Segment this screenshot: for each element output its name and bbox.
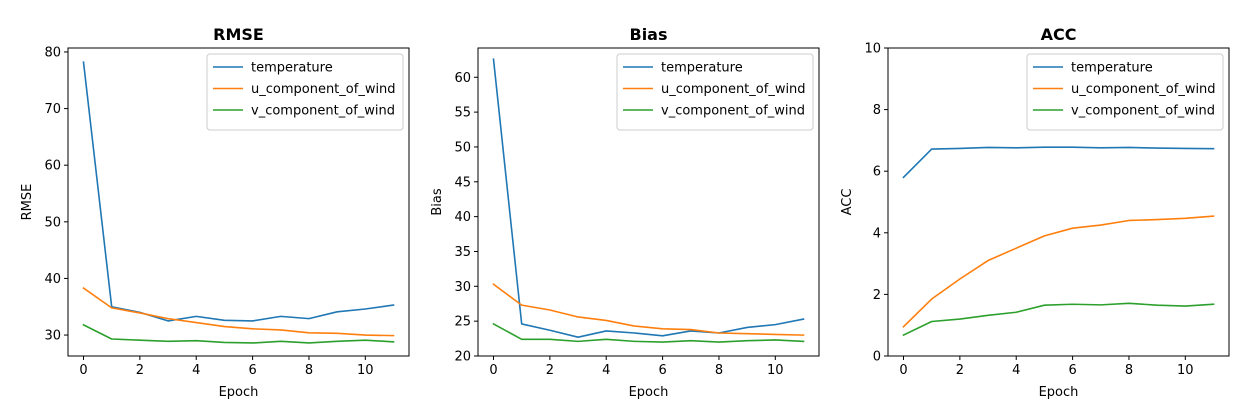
y-tick-label: 0 xyxy=(873,350,881,365)
x-tick-label: 8 xyxy=(1125,363,1133,378)
y-tick-label: 30 xyxy=(454,280,471,295)
legend-label-v-component-of-wind: v_component_of_wind xyxy=(661,104,805,119)
y-tick-label: 10 xyxy=(864,42,881,57)
x-tick-label: 10 xyxy=(1177,363,1194,378)
legend-label-temperature: temperature xyxy=(1071,61,1153,76)
y-tick-label: 25 xyxy=(454,315,471,330)
series-line-u-component-of-wind xyxy=(492,283,805,336)
plot-frame xyxy=(477,47,820,357)
x-axis-label: Epoch xyxy=(1039,385,1079,400)
legend-box xyxy=(616,53,814,131)
y-tick-label: 4 xyxy=(873,226,881,241)
y-tick-label: 20 xyxy=(454,350,471,365)
legend: temperature u_component_of_wind v_componen… xyxy=(206,53,404,131)
x-axis-label: Epoch xyxy=(219,385,259,400)
x-tick-label: 4 xyxy=(602,363,610,378)
x-tick-label: 0 xyxy=(489,363,497,378)
x-tick-label: 6 xyxy=(658,363,666,378)
panel-bias: 0 2 4 6 8 10 20 25 30 35 40 45 50 55 60 Bias Epoch Bias te… xyxy=(430,25,820,400)
chart-title: ACC xyxy=(1041,25,1077,44)
y-axis-label: Bias xyxy=(430,188,445,215)
plot-frame xyxy=(67,47,410,357)
x-tick-label: 6 xyxy=(1068,363,1076,378)
x-tick-label: 8 xyxy=(305,363,313,378)
series-line-u-component-of-wind xyxy=(902,215,1215,328)
series-line-v-component-of-wind xyxy=(902,302,1215,337)
y-tick-label: 60 xyxy=(454,71,471,86)
x-tick-label: 8 xyxy=(715,363,723,378)
x-tick-label: 2 xyxy=(136,363,144,378)
y-tick-label: 35 xyxy=(454,245,471,260)
series-line-v-component-of-wind xyxy=(492,322,805,343)
series-line-temperature xyxy=(902,146,1215,179)
plot-frame xyxy=(887,47,1230,357)
legend-box xyxy=(206,53,404,131)
y-tick-label: 40 xyxy=(454,210,471,225)
y-tick-label: 30 xyxy=(44,329,61,344)
legend-label-v-component-of-wind: v_component_of_wind xyxy=(1071,104,1215,119)
legend-label-temperature: temperature xyxy=(251,61,333,76)
x-tick-label: 4 xyxy=(192,363,200,378)
x-tick-label: 2 xyxy=(956,363,964,378)
y-tick-label: 40 xyxy=(44,272,61,287)
y-tick-label: 70 xyxy=(44,102,61,117)
y-axis-label: RMSE xyxy=(20,184,35,221)
legend-box xyxy=(1026,53,1224,131)
legend-label-u-component-of-wind: u_component_of_wind xyxy=(661,82,806,97)
x-tick-label: 0 xyxy=(899,363,907,378)
panel-acc: 0 2 4 6 8 10 0 2 4 6 8 10 ACC Epoch ACC temperature u_co… xyxy=(840,25,1230,400)
chart-title: RMSE xyxy=(213,25,264,44)
series-line-temperature xyxy=(492,58,805,338)
y-tick-label: 45 xyxy=(454,175,471,190)
legend-label-v-component-of-wind: v_component_of_wind xyxy=(251,104,395,119)
x-tick-label: 4 xyxy=(1012,363,1020,378)
y-tick-label: 60 xyxy=(44,159,61,174)
y-tick-label: 80 xyxy=(44,45,61,60)
y-tick-label: 8 xyxy=(873,103,881,118)
legend-label-temperature: temperature xyxy=(661,61,743,76)
legend: temperature u_component_of_wind v_componen… xyxy=(1026,53,1224,131)
x-tick-label: 0 xyxy=(79,363,87,378)
y-tick-label: 55 xyxy=(454,106,471,121)
x-tick-label: 10 xyxy=(357,363,374,378)
series-line-v-component-of-wind xyxy=(82,323,395,344)
x-tick-label: 6 xyxy=(248,363,256,378)
x-tick-label: 10 xyxy=(767,363,784,378)
panel-rmse: 0 2 4 6 8 10 30 40 50 60 70 80 RMSE Epoch RMSE temperat… xyxy=(20,25,410,400)
legend-label-u-component-of-wind: u_component_of_wind xyxy=(251,82,396,97)
chart-title: Bias xyxy=(630,25,668,44)
y-tick-label: 2 xyxy=(873,288,881,303)
series-line-u-component-of-wind xyxy=(82,286,395,337)
legend-label-u-component-of-wind: u_component_of_wind xyxy=(1071,82,1216,97)
y-tick-label: 50 xyxy=(44,215,61,230)
legend: temperature u_component_of_wind v_componen… xyxy=(616,53,814,131)
y-tick-label: 6 xyxy=(873,165,881,180)
y-tick-label: 50 xyxy=(454,140,471,155)
x-tick-label: 2 xyxy=(546,363,554,378)
x-axis-label: Epoch xyxy=(629,385,669,400)
y-axis-label: ACC xyxy=(840,189,855,216)
